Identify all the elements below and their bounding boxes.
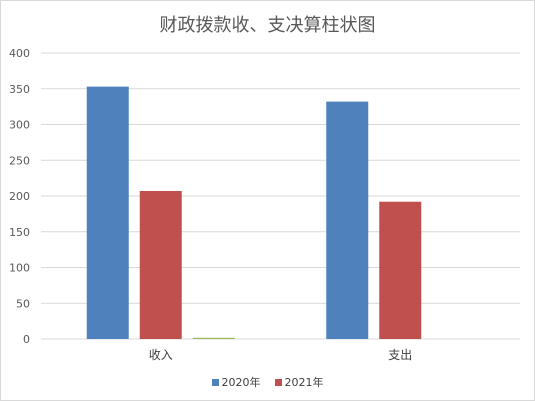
legend: 2020年 2021年 <box>1 374 534 390</box>
bar-2020年-支出 <box>326 101 369 340</box>
y-axis-ticks: 0 50 100 150 200 250 300 350 400 <box>9 47 30 346</box>
y-tick-label: 50 <box>16 297 30 310</box>
y-tick-label: 100 <box>9 262 30 275</box>
bars <box>86 86 422 340</box>
legend-label-2021: 2021年 <box>284 376 324 389</box>
y-tick-label: 350 <box>9 83 30 96</box>
gridlines <box>41 52 520 340</box>
x-category-label: 支出 <box>388 348 412 362</box>
bar-2021年-支出 <box>379 201 422 339</box>
bar-2021年-收入 <box>139 190 182 339</box>
y-tick-label: 150 <box>9 226 30 239</box>
bar-series-2-收入 <box>192 337 235 339</box>
x-category-label: 收入 <box>149 348 173 362</box>
legend-swatch-2020 <box>211 378 219 386</box>
legend-label-2020: 2020年 <box>221 376 261 389</box>
y-tick-label: 0 <box>23 333 30 346</box>
y-tick-label: 300 <box>9 119 30 132</box>
y-tick-label: 400 <box>9 47 30 60</box>
legend-item-2020: 2020年 <box>211 374 261 390</box>
chart-title: 财政拨款收、支决算柱状图 <box>159 15 376 36</box>
y-tick-label: 200 <box>9 190 30 203</box>
legend-item-2021: 2021年 <box>274 374 324 390</box>
legend-swatch-2021 <box>274 378 282 386</box>
bar-2020年-收入 <box>86 86 129 339</box>
x-axis-categories: 收入 支出 <box>149 348 413 362</box>
y-tick-label: 250 <box>9 154 30 167</box>
